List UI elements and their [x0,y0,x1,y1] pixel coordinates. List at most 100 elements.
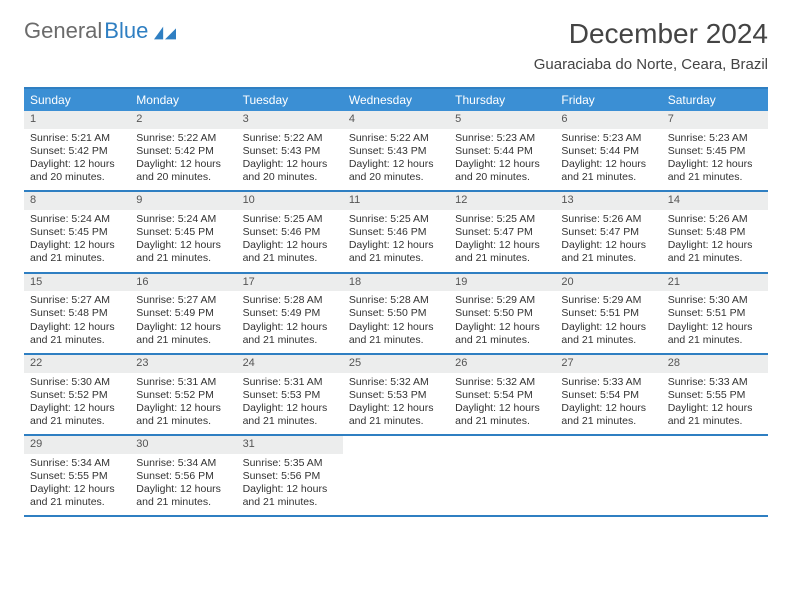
calendar: Sunday Monday Tuesday Wednesday Thursday… [24,87,768,517]
daylight-text-2: and 20 minutes. [136,171,230,184]
day-number: 15 [24,274,130,292]
sunrise-text: Sunrise: 5:30 AM [668,294,762,307]
day-number: 20 [555,274,661,292]
calendar-cell: 15Sunrise: 5:27 AMSunset: 5:48 PMDayligh… [24,274,130,353]
sunset-text: Sunset: 5:48 PM [668,226,762,239]
sunrise-text: Sunrise: 5:33 AM [668,376,762,389]
sunset-text: Sunset: 5:53 PM [349,389,443,402]
calendar-week: 15Sunrise: 5:27 AMSunset: 5:48 PMDayligh… [24,274,768,355]
calendar-cell: 26Sunrise: 5:32 AMSunset: 5:54 PMDayligh… [449,355,555,434]
day-header: Monday [130,89,236,111]
daylight-text-1: Daylight: 12 hours [561,321,655,334]
sunrise-text: Sunrise: 5:21 AM [30,132,124,145]
sunrise-text: Sunrise: 5:27 AM [30,294,124,307]
day-body: Sunrise: 5:30 AMSunset: 5:51 PMDaylight:… [662,291,768,353]
day-number: 6 [555,111,661,129]
day-body: Sunrise: 5:35 AMSunset: 5:56 PMDaylight:… [237,454,343,516]
day-body: Sunrise: 5:32 AMSunset: 5:54 PMDaylight:… [449,373,555,435]
day-body: Sunrise: 5:34 AMSunset: 5:55 PMDaylight:… [24,454,130,516]
daylight-text-2: and 20 minutes. [455,171,549,184]
day-body: Sunrise: 5:25 AMSunset: 5:47 PMDaylight:… [449,210,555,272]
daylight-text-2: and 21 minutes. [668,334,762,347]
sunset-text: Sunset: 5:45 PM [30,226,124,239]
sunset-text: Sunset: 5:47 PM [561,226,655,239]
day-number: 26 [449,355,555,373]
daylight-text-2: and 21 minutes. [561,171,655,184]
day-body: Sunrise: 5:27 AMSunset: 5:48 PMDaylight:… [24,291,130,353]
daylight-text-1: Daylight: 12 hours [243,239,337,252]
day-body: Sunrise: 5:23 AMSunset: 5:45 PMDaylight:… [662,129,768,191]
daylight-text-2: and 21 minutes. [136,415,230,428]
day-body: Sunrise: 5:25 AMSunset: 5:46 PMDaylight:… [237,210,343,272]
daylight-text-1: Daylight: 12 hours [668,402,762,415]
day-number: 19 [449,274,555,292]
sunrise-text: Sunrise: 5:29 AM [561,294,655,307]
calendar-cell: 17Sunrise: 5:28 AMSunset: 5:49 PMDayligh… [237,274,343,353]
calendar-cell: 30Sunrise: 5:34 AMSunset: 5:56 PMDayligh… [130,436,236,515]
daylight-text-2: and 21 minutes. [349,252,443,265]
daylight-text-2: and 21 minutes. [30,496,124,509]
day-header: Thursday [449,89,555,111]
sunset-text: Sunset: 5:45 PM [668,145,762,158]
calendar-cell: 20 Sunrise: 5:29 AMSunset: 5:51 PMDayligh… [555,274,661,353]
calendar-week: 1Sunrise: 5:21 AMSunset: 5:42 PMDaylight… [24,111,768,192]
calendar-cell: 8Sunrise: 5:24 AMSunset: 5:45 PMDaylight… [24,192,130,271]
calendar-week: 8Sunrise: 5:24 AMSunset: 5:45 PMDaylight… [24,192,768,273]
day-header: Saturday [662,89,768,111]
daylight-text-2: and 21 minutes. [561,334,655,347]
daylight-text-2: and 21 minutes. [455,334,549,347]
day-number: 24 [237,355,343,373]
daylight-text-1: Daylight: 12 hours [136,483,230,496]
calendar-cell: 28Sunrise: 5:33 AMSunset: 5:55 PMDayligh… [662,355,768,434]
day-body: Sunrise: 5:22 AMSunset: 5:43 PMDaylight:… [237,129,343,191]
sunrise-text: Sunrise: 5:25 AM [243,213,337,226]
sunset-text: Sunset: 5:56 PM [243,470,337,483]
header: GeneralBlue December 2024 Guaraciaba do … [24,18,768,73]
calendar-cell: 16Sunrise: 5:27 AMSunset: 5:49 PMDayligh… [130,274,236,353]
calendar-cell: 14Sunrise: 5:26 AMSunset: 5:48 PMDayligh… [662,192,768,271]
daylight-text-1: Daylight: 12 hours [243,321,337,334]
daylight-text-1: Daylight: 12 hours [243,402,337,415]
sunset-text: Sunset: 5:44 PM [561,145,655,158]
brand-part1: General [24,18,102,44]
calendar-cell: 5Sunrise: 5:23 AMSunset: 5:44 PMDaylight… [449,111,555,190]
sunset-text: Sunset: 5:47 PM [455,226,549,239]
calendar-cell: 9Sunrise: 5:24 AMSunset: 5:45 PMDaylight… [130,192,236,271]
sunrise-text: Sunrise: 5:28 AM [243,294,337,307]
sunset-text: Sunset: 5:51 PM [668,307,762,320]
sail-icon [154,26,176,40]
sunrise-text: Sunrise: 5:23 AM [455,132,549,145]
day-number: 31 [237,436,343,454]
daylight-text-2: and 21 minutes. [455,252,549,265]
day-number: 25 [343,355,449,373]
sunset-text: Sunset: 5:51 PM [561,307,655,320]
day-number: 21 [662,274,768,292]
sunset-text: Sunset: 5:46 PM [349,226,443,239]
daylight-text-1: Daylight: 12 hours [349,402,443,415]
daylight-text-1: Daylight: 12 hours [668,321,762,334]
sunrise-text: Sunrise: 5:29 AM [455,294,549,307]
daylight-text-2: and 20 minutes. [243,171,337,184]
day-number: 3 [237,111,343,129]
sunrise-text: Sunrise: 5:23 AM [668,132,762,145]
day-number: 16 [130,274,236,292]
day-body: Sunrise: 5:22 AMSunset: 5:42 PMDaylight:… [130,129,236,191]
calendar-cell: 1Sunrise: 5:21 AMSunset: 5:42 PMDaylight… [24,111,130,190]
day-number: 12 [449,192,555,210]
brand-part2: Blue [104,18,148,44]
calendar-cell-empty [555,436,661,515]
sunrise-text: Sunrise: 5:32 AM [349,376,443,389]
daylight-text-1: Daylight: 12 hours [561,402,655,415]
calendar-cell: 12Sunrise: 5:25 AMSunset: 5:47 PMDayligh… [449,192,555,271]
daylight-text-1: Daylight: 12 hours [561,239,655,252]
sunset-text: Sunset: 5:54 PM [455,389,549,402]
calendar-cell: 23Sunrise: 5:31 AMSunset: 5:52 PMDayligh… [130,355,236,434]
sunset-text: Sunset: 5:56 PM [136,470,230,483]
sunrise-text: Sunrise: 5:33 AM [561,376,655,389]
day-header: Tuesday [237,89,343,111]
day-number: 11 [343,192,449,210]
calendar-cell: 29Sunrise: 5:34 AMSunset: 5:55 PMDayligh… [24,436,130,515]
sunrise-text: Sunrise: 5:25 AM [349,213,443,226]
calendar-day-headers: Sunday Monday Tuesday Wednesday Thursday… [24,89,768,111]
day-body: Sunrise: 5:24 AMSunset: 5:45 PMDaylight:… [24,210,130,272]
